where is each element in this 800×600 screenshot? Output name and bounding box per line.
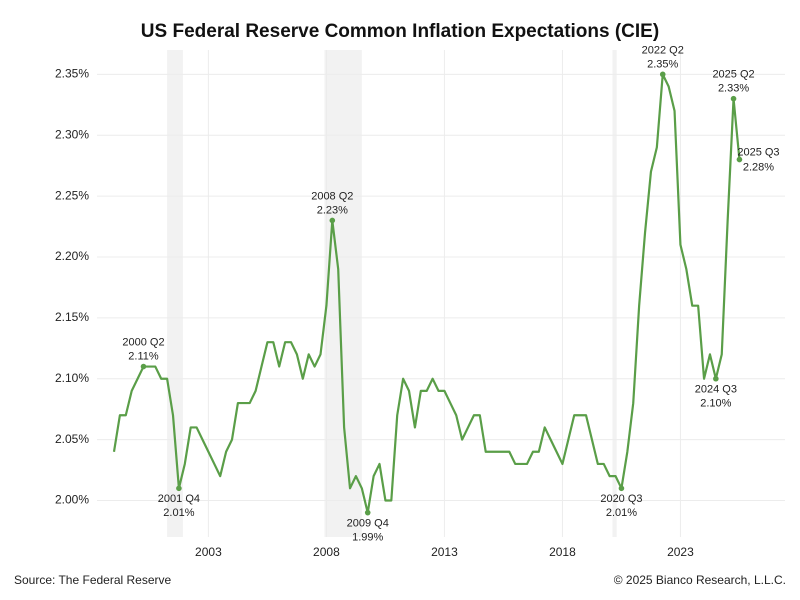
- annotation-dot: [140, 363, 147, 370]
- data-label: 2.11%: [128, 350, 159, 362]
- annotation-dot: [659, 71, 666, 78]
- y-tick-label: 2.25%: [55, 188, 89, 202]
- annotation-period: 2024 Q3: [695, 384, 737, 396]
- annotation-dot: [329, 217, 336, 224]
- x-tick-label: 2003: [195, 545, 222, 559]
- y-tick-label: 2.35%: [55, 67, 89, 81]
- annotation-period: 2008 Q2: [311, 190, 353, 202]
- data-label: 2.01%: [163, 507, 194, 519]
- chart-title: US Federal Reserve Common Inflation Expe…: [141, 21, 659, 42]
- annotation-period: 2009 Q4: [347, 518, 389, 530]
- annotation-dot: [364, 509, 371, 516]
- y-tick-label: 2.30%: [55, 127, 89, 141]
- recession-band: [324, 50, 362, 537]
- annotation-period: 2025 Q3: [737, 146, 779, 158]
- annotation-period: 2020 Q3: [600, 493, 642, 505]
- y-tick-label: 2.05%: [55, 432, 89, 446]
- data-label: 2.23%: [317, 204, 348, 216]
- data-label: 1.99%: [352, 532, 383, 544]
- recession-band: [612, 50, 617, 537]
- data-label: 2.33%: [718, 83, 749, 95]
- x-tick-label: 2018: [549, 545, 576, 559]
- annotation-dot: [736, 156, 743, 163]
- y-tick-label: 2.10%: [55, 371, 89, 385]
- y-tick-label: 2.00%: [55, 493, 89, 507]
- source-note: Source: The Federal Reserve: [14, 573, 172, 587]
- x-tick-label: 2008: [313, 545, 340, 559]
- y-tick-label: 2.15%: [55, 310, 89, 324]
- x-tick-label: 2023: [667, 545, 694, 559]
- annotation-period: 2022 Q2: [642, 44, 684, 56]
- data-line: [112, 73, 741, 514]
- annotation-period: 2025 Q2: [712, 69, 754, 81]
- y-tick-label: 2.20%: [55, 249, 89, 263]
- data-label: 2.10%: [700, 398, 731, 410]
- annotation-period: 2000 Q2: [122, 336, 164, 348]
- recession-band: [167, 50, 183, 537]
- annotation-period: 2001 Q4: [158, 493, 200, 505]
- credit-note: © 2025 Bianco Research, L.L.C.: [614, 573, 786, 587]
- annotation-dot: [618, 485, 625, 492]
- data-label: 2.28%: [743, 161, 774, 173]
- annotation-dot: [730, 95, 737, 102]
- x-tick-label: 2013: [431, 545, 458, 559]
- data-label: 2.01%: [606, 507, 637, 519]
- annotation-dot: [176, 485, 182, 492]
- data-label: 2.35%: [647, 58, 678, 70]
- annotation-dot: [713, 375, 719, 382]
